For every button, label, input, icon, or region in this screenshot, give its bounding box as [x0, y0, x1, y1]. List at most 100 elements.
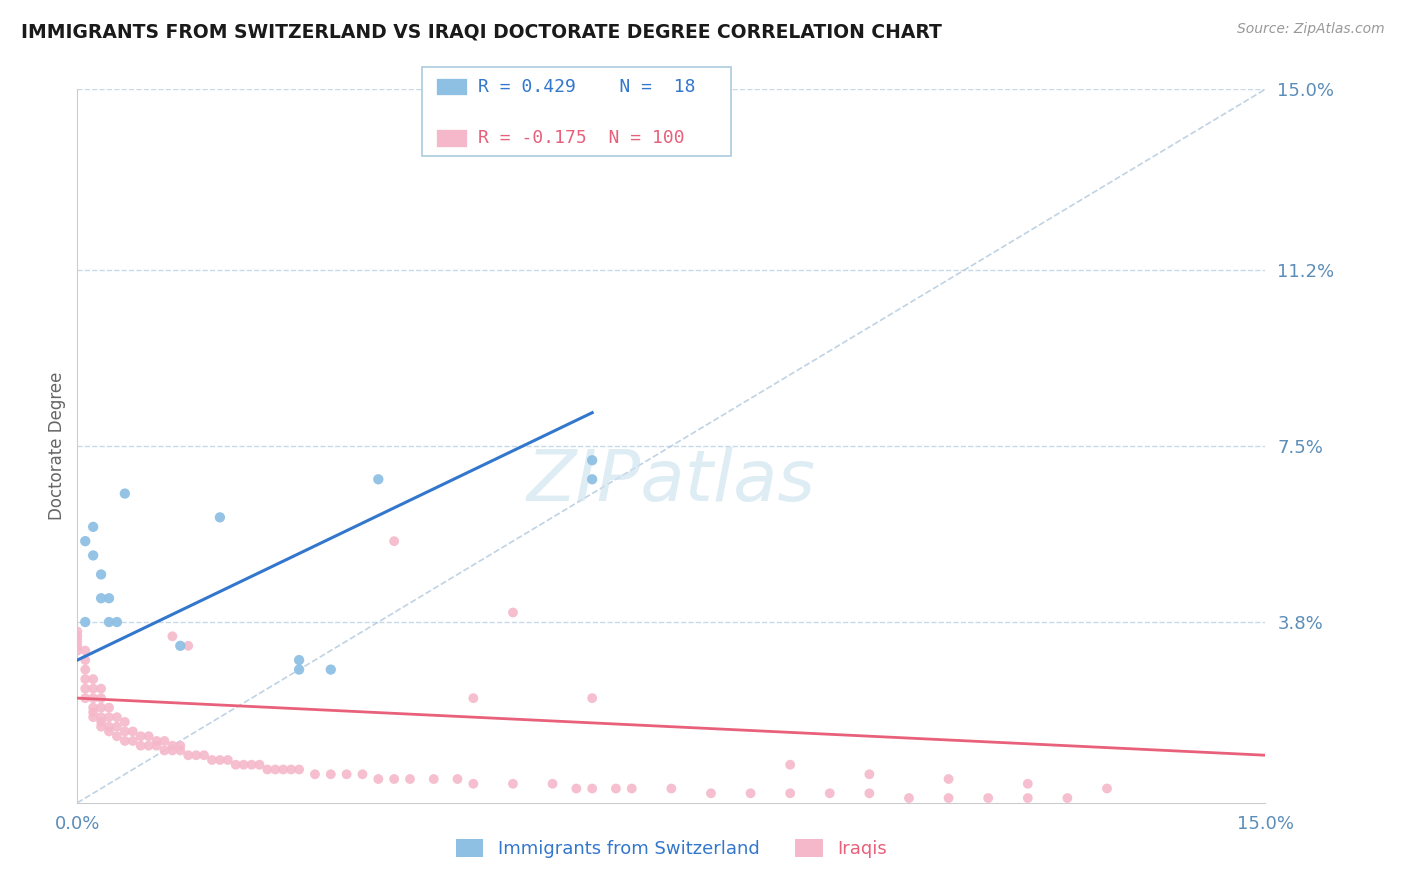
- Point: [232, 757, 254, 772]
- Point: [818, 786, 841, 800]
- Point: [740, 786, 762, 800]
- Point: [565, 781, 588, 796]
- Point: [541, 777, 564, 791]
- Point: [288, 653, 311, 667]
- Point: [502, 777, 524, 791]
- Point: [98, 724, 121, 739]
- Point: [66, 634, 89, 648]
- Point: [169, 739, 191, 753]
- Point: [105, 720, 128, 734]
- Point: [169, 743, 191, 757]
- Point: [114, 734, 136, 748]
- Point: [145, 734, 167, 748]
- Point: [581, 781, 603, 796]
- Point: [382, 534, 405, 549]
- Point: [75, 663, 97, 677]
- Point: [98, 591, 121, 606]
- Point: [105, 710, 128, 724]
- Point: [256, 763, 278, 777]
- Point: [581, 472, 603, 486]
- Point: [114, 724, 136, 739]
- Point: [105, 615, 128, 629]
- Point: [382, 772, 405, 786]
- Point: [98, 720, 121, 734]
- Point: [977, 791, 1000, 805]
- Point: [82, 520, 104, 534]
- Point: [271, 763, 294, 777]
- Point: [177, 748, 200, 763]
- Point: [66, 639, 89, 653]
- Point: [779, 757, 801, 772]
- Point: [208, 510, 231, 524]
- Point: [90, 700, 112, 714]
- Point: [463, 777, 485, 791]
- Point: [66, 629, 89, 643]
- Point: [1017, 791, 1039, 805]
- Point: [661, 781, 683, 796]
- Point: [225, 757, 247, 772]
- Point: [304, 767, 326, 781]
- Point: [858, 786, 880, 800]
- Point: [90, 567, 112, 582]
- Point: [90, 691, 112, 706]
- Point: [162, 629, 184, 643]
- Point: [114, 714, 136, 729]
- Point: [66, 643, 89, 657]
- Point: [98, 615, 121, 629]
- Point: [288, 663, 311, 677]
- Point: [98, 710, 121, 724]
- Point: [90, 720, 112, 734]
- Point: [779, 786, 801, 800]
- Point: [90, 710, 112, 724]
- Legend: Immigrants from Switzerland, Iraqis: Immigrants from Switzerland, Iraqis: [449, 831, 894, 865]
- Point: [193, 748, 215, 763]
- Point: [121, 724, 143, 739]
- Point: [82, 672, 104, 686]
- Text: R = 0.429    N =  18: R = 0.429 N = 18: [478, 78, 696, 95]
- Point: [75, 643, 97, 657]
- Point: [153, 734, 176, 748]
- Point: [288, 763, 311, 777]
- Text: IMMIGRANTS FROM SWITZERLAND VS IRAQI DOCTORATE DEGREE CORRELATION CHART: IMMIGRANTS FROM SWITZERLAND VS IRAQI DOC…: [21, 22, 942, 41]
- Point: [1017, 777, 1039, 791]
- Text: Source: ZipAtlas.com: Source: ZipAtlas.com: [1237, 22, 1385, 37]
- Point: [82, 706, 104, 720]
- Point: [105, 729, 128, 743]
- Point: [75, 615, 97, 629]
- Point: [605, 781, 627, 796]
- Point: [446, 772, 468, 786]
- Y-axis label: Doctorate Degree: Doctorate Degree: [48, 372, 66, 520]
- Point: [90, 591, 112, 606]
- Point: [66, 624, 89, 639]
- Point: [367, 772, 389, 786]
- Point: [138, 729, 160, 743]
- Point: [75, 691, 97, 706]
- Point: [399, 772, 422, 786]
- Point: [153, 743, 176, 757]
- Point: [858, 767, 880, 781]
- Point: [581, 453, 603, 467]
- Point: [1095, 781, 1118, 796]
- Point: [90, 681, 112, 696]
- Point: [700, 786, 723, 800]
- Point: [1056, 791, 1078, 805]
- Point: [463, 691, 485, 706]
- Point: [217, 753, 239, 767]
- Point: [186, 748, 208, 763]
- Point: [75, 681, 97, 696]
- Point: [423, 772, 446, 786]
- Point: [240, 757, 263, 772]
- Point: [938, 791, 960, 805]
- Point: [121, 734, 143, 748]
- Point: [352, 767, 374, 781]
- Point: [367, 472, 389, 486]
- Point: [114, 486, 136, 500]
- Point: [319, 767, 342, 781]
- Point: [98, 700, 121, 714]
- Text: ZIPatlas: ZIPatlas: [527, 447, 815, 516]
- Point: [502, 606, 524, 620]
- Point: [82, 691, 104, 706]
- Point: [82, 549, 104, 563]
- Point: [129, 739, 152, 753]
- Point: [898, 791, 921, 805]
